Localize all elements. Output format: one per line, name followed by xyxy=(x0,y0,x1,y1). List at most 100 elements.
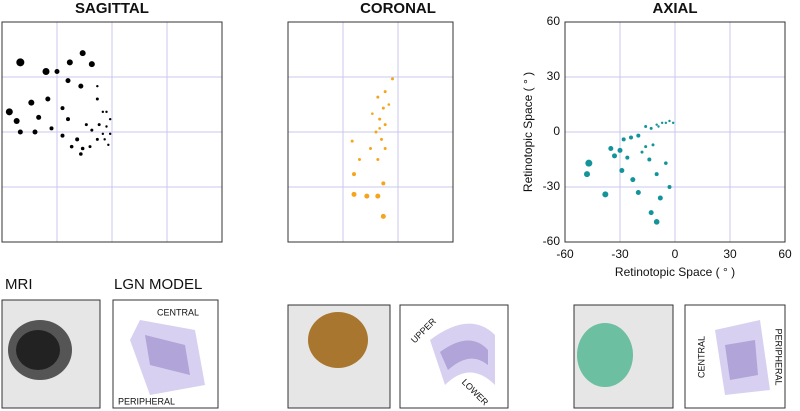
chart-title: AXIAL xyxy=(653,0,698,17)
point xyxy=(60,106,65,111)
y-tick-label: 0 xyxy=(553,124,560,138)
point xyxy=(391,77,394,81)
point xyxy=(350,139,354,143)
point xyxy=(5,108,13,116)
chart-title: CORONAL xyxy=(360,0,436,17)
point xyxy=(17,129,23,135)
point xyxy=(32,129,38,135)
point xyxy=(78,83,84,89)
x-tick-label: -30 xyxy=(611,247,629,261)
point xyxy=(664,121,668,125)
point xyxy=(95,97,99,101)
x-axis-label: Retinotopic Space ( ° ) xyxy=(615,265,735,279)
point xyxy=(75,137,80,142)
point xyxy=(625,155,630,160)
point xyxy=(42,68,50,75)
point xyxy=(381,106,385,110)
point xyxy=(654,172,659,177)
point xyxy=(54,69,60,74)
y-tick-label: -30 xyxy=(543,179,561,193)
x-tick-label: -60 xyxy=(556,247,574,261)
point xyxy=(358,158,361,161)
lgn-model xyxy=(725,340,758,380)
point xyxy=(630,177,636,183)
chart-title: SAGITTAL xyxy=(75,0,149,17)
point xyxy=(621,137,626,142)
point xyxy=(95,137,99,141)
point xyxy=(69,144,74,149)
point xyxy=(660,121,664,125)
point xyxy=(108,132,112,136)
point xyxy=(369,147,372,150)
thumb-label: CENTRAL xyxy=(696,336,706,378)
thumbnails: MRI LGN MODEL CENTRAL PERIPHERAL UPPER L… xyxy=(1,276,786,409)
point xyxy=(101,110,105,114)
point xyxy=(103,138,106,141)
point xyxy=(640,150,644,154)
point xyxy=(668,119,671,123)
point xyxy=(387,103,391,106)
x-tick-label: 30 xyxy=(723,247,737,261)
mri-brain xyxy=(16,330,60,370)
point xyxy=(644,125,648,128)
point xyxy=(105,110,108,114)
point xyxy=(96,84,99,88)
chart-panel: -60 -30 0 30 60 -60 -30 0 30 60 AXIAL Retinotopic S… xyxy=(521,0,792,279)
point xyxy=(383,90,387,94)
lgn-model xyxy=(145,335,190,375)
point xyxy=(105,125,108,128)
point xyxy=(108,117,112,121)
point xyxy=(90,128,94,132)
point xyxy=(617,147,623,153)
point xyxy=(352,172,356,177)
point xyxy=(364,193,370,199)
x-tick-label: 60 xyxy=(778,247,792,261)
y-tick-label: 30 xyxy=(547,69,561,83)
point xyxy=(378,117,382,121)
point xyxy=(380,137,383,141)
point xyxy=(16,58,25,67)
point xyxy=(585,159,593,167)
y-tick-label: 60 xyxy=(547,14,561,28)
plot-frame xyxy=(287,21,454,243)
point xyxy=(636,133,641,138)
point xyxy=(88,145,92,149)
point xyxy=(80,146,85,151)
point xyxy=(28,99,35,106)
thumb-label: PERIPHERAL xyxy=(118,396,175,406)
point xyxy=(667,185,672,189)
point xyxy=(649,126,653,130)
point xyxy=(13,118,20,124)
plot-frame xyxy=(564,21,786,243)
point xyxy=(101,132,105,136)
point xyxy=(612,153,617,159)
mri-brain xyxy=(577,323,633,387)
point xyxy=(635,190,641,195)
point xyxy=(629,135,633,140)
thumb-header: MRI xyxy=(5,276,33,293)
lgn-model xyxy=(440,340,488,370)
point xyxy=(653,219,660,225)
point xyxy=(79,50,86,57)
point xyxy=(374,130,378,134)
thumb-label: PERIPHERAL xyxy=(774,328,784,385)
point xyxy=(97,123,101,127)
point xyxy=(657,125,660,128)
point xyxy=(383,123,387,127)
point xyxy=(655,123,658,126)
point xyxy=(644,145,648,149)
point xyxy=(664,161,668,165)
point xyxy=(648,210,654,216)
point xyxy=(79,152,83,156)
point xyxy=(584,171,590,178)
y-axis-label: Retinotopic Space ( ° ) xyxy=(521,72,535,192)
chart-panel: CORONAL xyxy=(287,0,454,243)
point xyxy=(651,143,655,147)
point xyxy=(602,191,609,198)
chart-panel: SAGITTAL xyxy=(1,0,223,243)
point xyxy=(376,95,380,99)
point xyxy=(84,123,88,127)
point xyxy=(66,59,73,66)
point xyxy=(381,181,386,186)
